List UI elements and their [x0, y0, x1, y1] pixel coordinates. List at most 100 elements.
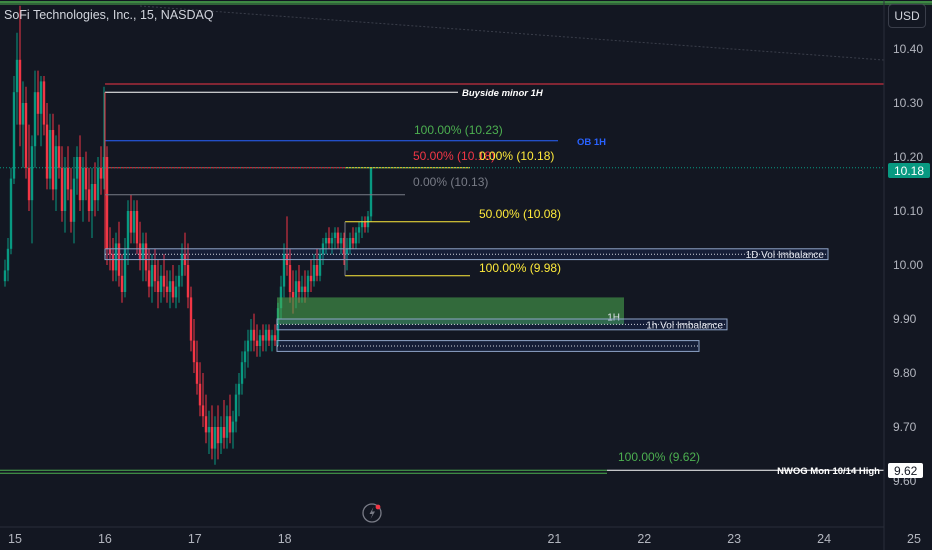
- candle-body: [180, 254, 184, 276]
- candle-body: [90, 184, 94, 211]
- candle-body: [330, 238, 334, 244]
- trend-line: [139, 5, 885, 61]
- candle-body: [351, 238, 355, 244]
- candle-body: [225, 416, 229, 438]
- level-label: 100.00% (9.98): [479, 261, 561, 275]
- level-label: NWOG Mon 10/14 High: [777, 466, 880, 477]
- candle-body: [108, 248, 112, 255]
- candle-body: [168, 281, 172, 292]
- candle-body: [288, 265, 292, 292]
- candle-body: [171, 281, 175, 298]
- candle-body: [240, 362, 244, 384]
- chart-grid: [0, 1, 932, 61]
- candle-body: [309, 275, 313, 282]
- candle-body: [69, 189, 73, 222]
- x-tick-label: 22: [637, 532, 651, 546]
- replay-icon[interactable]: [362, 503, 382, 523]
- candle-body: [273, 335, 277, 341]
- x-tick-label: 24: [817, 532, 831, 546]
- y-tick-label: 10.10: [893, 204, 923, 218]
- candle-series: [3, 5, 373, 465]
- candle-body: [102, 157, 106, 179]
- last-price-tag: 10.18: [888, 163, 931, 178]
- candle-body: [252, 329, 256, 341]
- currency-button[interactable]: USD: [888, 4, 926, 28]
- candle-body: [66, 167, 70, 190]
- candle-body: [12, 92, 16, 179]
- candle-body: [327, 238, 331, 244]
- candle-body: [198, 383, 202, 406]
- candle-body: [336, 232, 340, 244]
- zone-label: 1H: [607, 312, 620, 323]
- candle-body: [156, 281, 160, 292]
- candle-body: [6, 248, 10, 271]
- level-label: 0.00% (10.13): [413, 175, 488, 189]
- candle-body: [147, 270, 151, 287]
- candle-body: [57, 146, 61, 168]
- y-tick-label: 10.00: [893, 258, 923, 272]
- candle-body: [162, 275, 166, 287]
- candle-body: [246, 340, 250, 352]
- candle-body: [93, 184, 97, 201]
- y-tick-label: 10.30: [893, 96, 923, 110]
- candle-body: [75, 157, 79, 179]
- candle-body: [342, 238, 346, 255]
- candle-body: [219, 427, 223, 444]
- x-tick-label: 23: [727, 532, 741, 546]
- candle-body: [345, 248, 349, 255]
- candle-body: [135, 211, 139, 244]
- candle-body: [84, 167, 88, 190]
- candle-body: [333, 232, 337, 238]
- candle-body: [222, 427, 226, 438]
- nwog-price-tag: 9.62: [888, 463, 924, 478]
- candle-body: [360, 221, 364, 228]
- candle-body: [264, 329, 268, 341]
- candle-body: [42, 81, 46, 125]
- candle-body: [249, 329, 253, 341]
- candle-body: [294, 281, 298, 298]
- candle-body: [300, 286, 304, 292]
- candle-body: [153, 265, 157, 282]
- x-tick-label: 16: [98, 532, 112, 546]
- candle-body: [15, 59, 19, 93]
- candle-body: [204, 416, 208, 433]
- candle-body: [297, 281, 301, 292]
- candle-body: [63, 167, 67, 211]
- candle-body: [201, 405, 205, 417]
- candle-body: [78, 157, 82, 201]
- x-tick-label: 25: [907, 532, 921, 546]
- candle-body: [45, 124, 49, 179]
- level-label: 100.00% (10.23): [414, 123, 503, 137]
- candle-body: [186, 265, 190, 298]
- candle-body: [18, 59, 22, 125]
- candle-body: [165, 286, 169, 292]
- annotation-layer: 1D Vol Imbalance 1H 1h Vol Imbalance Buysid…: [0, 83, 884, 477]
- candle-body: [231, 421, 235, 433]
- level-label: OB 1H: [577, 137, 606, 148]
- candle-body: [216, 427, 220, 444]
- candle-body: [174, 286, 178, 298]
- candle-body: [114, 243, 118, 271]
- candle-body: [27, 167, 31, 201]
- candle-body: [234, 394, 238, 422]
- candle-body: [303, 286, 307, 292]
- candle-body: [72, 178, 76, 222]
- candle-body: [255, 340, 259, 346]
- candle-body: [291, 292, 295, 298]
- candle-body: [237, 383, 241, 395]
- chart-title: SoFi Technologies, Inc., 15, NASDAQ: [4, 8, 214, 22]
- level-label: 50.00% (10.18): [413, 149, 495, 163]
- candle-body: [315, 265, 319, 276]
- candle-body: [51, 130, 55, 190]
- candle-body: [105, 157, 109, 249]
- candle-body: [177, 275, 181, 287]
- candle-body: [111, 254, 115, 271]
- level-label: Buyside minor 1H: [462, 88, 544, 99]
- candle-body: [87, 189, 91, 211]
- candle-body: [81, 167, 85, 201]
- candle-body: [129, 211, 133, 233]
- candle-body: [144, 243, 148, 271]
- candle-body: [48, 130, 52, 179]
- candle-body: [150, 265, 154, 287]
